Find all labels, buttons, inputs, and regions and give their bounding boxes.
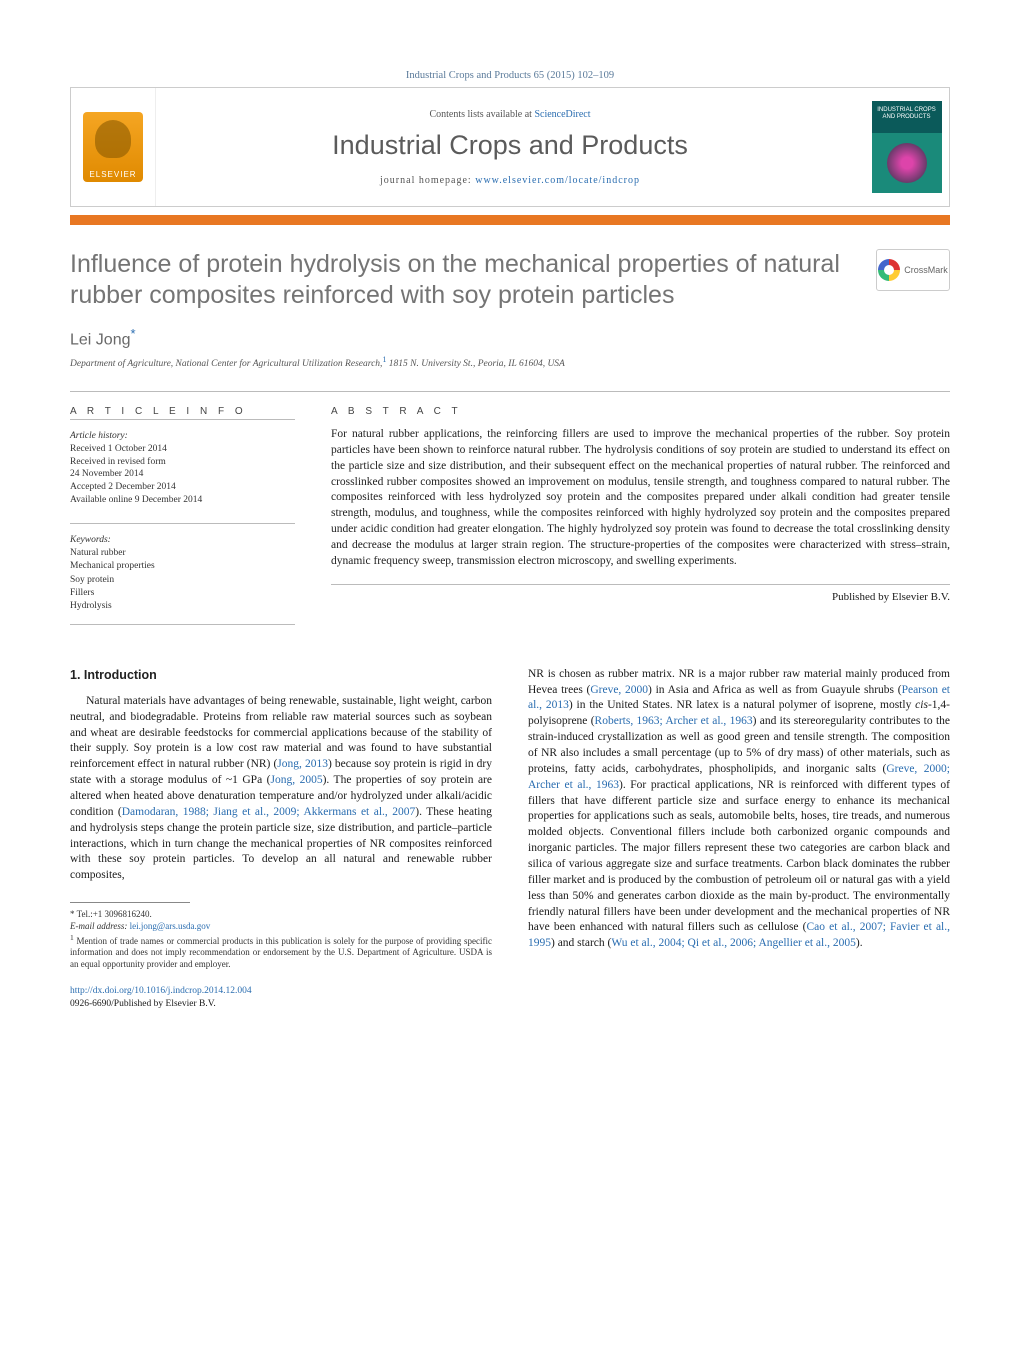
info-divider [70,523,295,524]
keyword: Natural rubber [70,548,126,558]
keywords-label: Keywords: [70,535,111,545]
corr-marker: * [131,326,136,341]
citation-link[interactable]: Jong, 2005 [270,774,322,786]
cover-title-2: AND PRODUCTS [882,114,930,120]
info-divider2 [70,624,295,625]
footnotes: * Tel.:+1 3096816240. E-mail address: le… [70,909,492,970]
intro-para-right: NR is chosen as rubber matrix. NR is a m… [528,667,950,952]
cis-italic: cis [915,699,928,711]
abstract-heading: a b s t r a c t [331,406,950,417]
cover-title-1: INDUSTRIAL CROPS [877,107,935,113]
crossmark-badge[interactable]: CrossMark [876,249,950,291]
contents-prefix: Contents lists available at [429,109,534,120]
history-line: Received 1 October 2014 [70,444,167,454]
abstract-col: a b s t r a c t For natural rubber appli… [331,392,950,625]
keyword: Mechanical properties [70,561,155,571]
journal-cover-thumb: INDUSTRIAL CROPS AND PRODUCTS [872,101,942,193]
section-heading: 1. Introduction [70,667,492,684]
citation-link[interactable]: Roberts, 1963; Archer et al., 1963 [595,715,753,727]
article-title: Influence of protein hydrolysis on the m… [70,249,862,312]
doi-link[interactable]: http://dx.doi.org/10.1016/j.indcrop.2014… [70,986,252,996]
info-abstract-row: a r t i c l e i n f o Article history: R… [70,391,950,625]
keyword: Soy protein [70,575,114,585]
orange-rule [70,215,950,225]
running-citation: Industrial Crops and Products 65 (2015) … [70,70,950,81]
published-by: Published by Elsevier B.V. [331,591,950,603]
sciencedirect-link[interactable]: ScienceDirect [534,109,590,120]
citation-link[interactable]: Wu et al., 2004; Qi et al., 2006; Angell… [611,937,856,949]
publisher-label: ELSEVIER [89,170,136,182]
homepage-prefix: journal homepage: [380,175,475,186]
author-name: Lei Jong [70,331,131,348]
affiliation: Department of Agriculture, National Cent… [70,355,950,369]
elsevier-logo: ELSEVIER [83,112,143,182]
page-root: Industrial Crops and Products 65 (2015) … [0,0,1020,1061]
citation-link[interactable]: Greve, 2000 [590,684,648,696]
header-center: Contents lists available at ScienceDirec… [156,88,864,206]
keywords-block: Keywords: Natural rubber Mechanical prop… [70,534,295,614]
disclaimer-footnote: 1 Mention of trade names or commercial p… [70,933,492,971]
journal-header: ELSEVIER Contents lists available at Sci… [70,87,950,207]
cover-cell: INDUSTRIAL CROPS AND PRODUCTS [864,88,949,206]
history-line: Accepted 2 December 2014 [70,482,176,492]
authors: Lei Jong* [70,326,950,349]
article-info-col: a r t i c l e i n f o Article history: R… [70,392,295,625]
keyword: Hydrolysis [70,601,112,611]
article-info-heading: a r t i c l e i n f o [70,406,295,420]
affil-prefix: Department of Agriculture, National Cent… [70,359,382,369]
email-label: E-mail address: [70,921,130,931]
body-columns: 1. Introduction Natural materials have a… [70,667,950,1011]
history-line: Available online 9 December 2014 [70,495,202,505]
history-line: Received in revised form [70,457,166,467]
footnote-rule [70,902,190,903]
journal-name: Industrial Crops and Products [332,130,688,161]
intro-para-left: Natural materials have advantages of bei… [70,694,492,884]
crossmark-icon [878,259,900,281]
abstract-text: For natural rubber applications, the rei… [331,427,950,585]
article-history: Article history: Received 1 October 2014… [70,430,295,507]
crossmark-label: CrossMark [904,265,948,275]
citation-link[interactable]: Jong, 2013 [277,758,328,770]
issn-line: 0926-6690/Published by Elsevier B.V. [70,999,216,1009]
history-label: Article history: [70,431,128,441]
citation-link[interactable]: Damodaran, 1988; Jiang et al., 2009; Akk… [122,806,416,818]
email-link[interactable]: lei.jong@ars.usda.gov [130,921,211,931]
doi-block: http://dx.doi.org/10.1016/j.indcrop.2014… [70,985,492,1011]
email-footnote: E-mail address: lei.jong@ars.usda.gov [70,921,492,933]
homepage-line: journal homepage: www.elsevier.com/locat… [380,175,640,186]
history-line: 24 November 2014 [70,469,143,479]
title-row: Influence of protein hydrolysis on the m… [70,249,950,326]
corr-footnote: * Tel.:+1 3096816240. [70,909,492,921]
contents-line: Contents lists available at ScienceDirec… [429,109,590,120]
keyword: Fillers [70,588,94,598]
homepage-link[interactable]: www.elsevier.com/locate/indcrop [475,175,640,186]
publisher-logo-cell: ELSEVIER [71,88,156,206]
affil-rest: 1815 N. University St., Peoria, IL 61604… [386,359,564,369]
